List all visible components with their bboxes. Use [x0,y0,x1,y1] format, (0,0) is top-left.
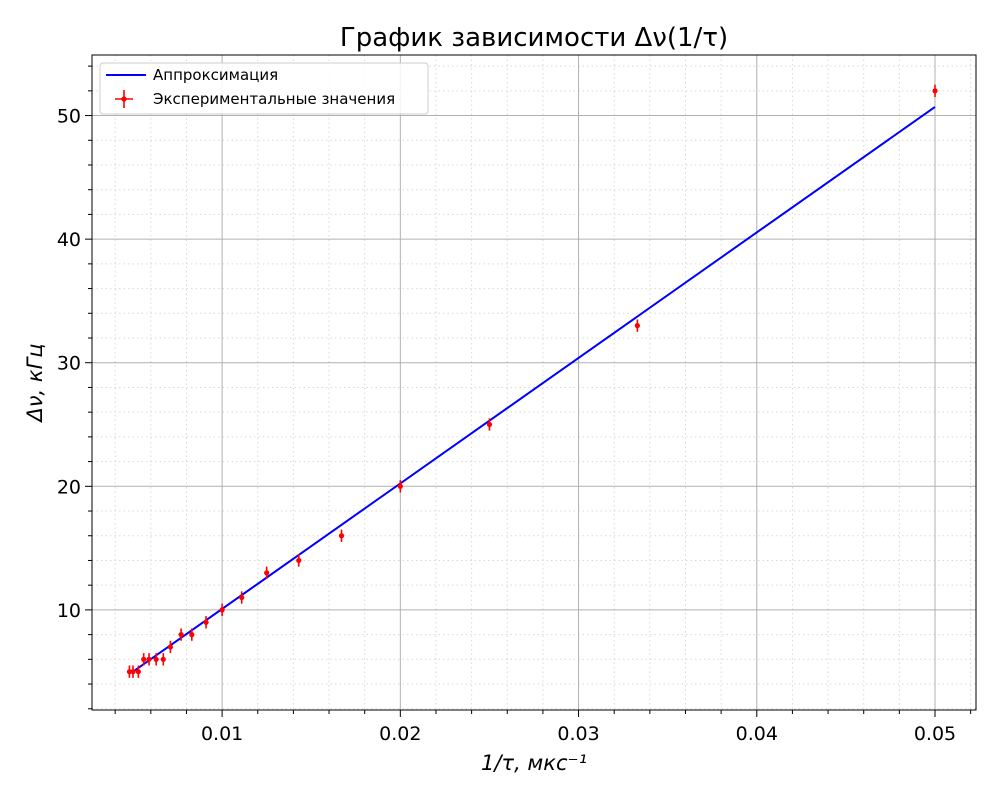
y-tick-label: 30 [57,353,81,375]
x-tick-label: 0.03 [557,723,599,745]
data-point [167,640,174,654]
data-point [397,480,403,493]
legend-errorbar-swatch [115,90,133,108]
legend: Аппроксимация Экспериментальные значения [99,62,429,115]
x-axis-label: 1/τ, мкс⁻¹ [481,751,587,775]
data-point-marker [338,533,345,539]
x-tick-label: 0.05 [914,723,956,745]
x-tick-label: 0.01 [201,723,243,745]
data-point-marker [130,669,136,675]
data-point-marker [932,88,938,94]
data-point [486,418,493,431]
data-point-marker [146,656,152,662]
x-tick-label: 0.02 [379,723,421,745]
data-point-marker [160,656,166,662]
y-tick-label: 40 [57,229,81,251]
data-point-marker [634,323,640,329]
data-point [130,665,136,678]
data-point-marker [219,607,225,613]
data-point-marker [239,594,245,601]
chart-title: График зависимости Δν(1/τ) [340,23,728,53]
data-point [160,653,166,666]
data-point [296,554,302,567]
data-point-marker [264,570,270,576]
major-grid [92,55,976,710]
data-point-marker [486,421,493,428]
data-point-marker [141,656,147,662]
data-point [338,529,345,542]
data-point-marker [135,669,141,675]
data-point [219,603,225,617]
data-point-marker [126,669,133,675]
plot-frame [91,54,977,711]
data-point [634,319,640,332]
data-point [932,84,938,98]
data-point [189,628,195,641]
minor-grid [92,55,976,710]
data-point [203,616,209,629]
data-point [239,591,245,604]
y-tick-label: 20 [57,476,81,498]
x-tick-label: 0.04 [736,723,778,745]
data-point-marker [296,557,302,564]
y-tick-label: 50 [57,106,81,128]
legend-box [99,62,429,115]
axis-ticks: 0.01 0.02 0.03 0.04 0.05 10 20 30 40 50 [57,65,972,745]
data-point-marker [167,644,174,650]
data-point-marker [397,483,403,489]
data-point-marker [153,656,159,662]
data-point-marker [178,632,184,638]
legend-entry-approximation: Аппроксимация [153,66,278,84]
legend-marker [121,96,127,102]
data-point-marker [189,632,195,638]
data-point [135,665,141,678]
y-axis-label: Δν, кГц [23,343,47,423]
data-point [153,653,159,666]
legend-entry-experimental: Экспериментальные значения [153,90,395,108]
data-point-marker [203,619,209,625]
series-layer [126,84,938,678]
data-point [146,653,152,666]
data-point [264,566,270,579]
data-point [141,653,147,666]
y-tick-label: 10 [57,600,81,622]
data-point [178,628,184,641]
plot-area [92,55,976,710]
